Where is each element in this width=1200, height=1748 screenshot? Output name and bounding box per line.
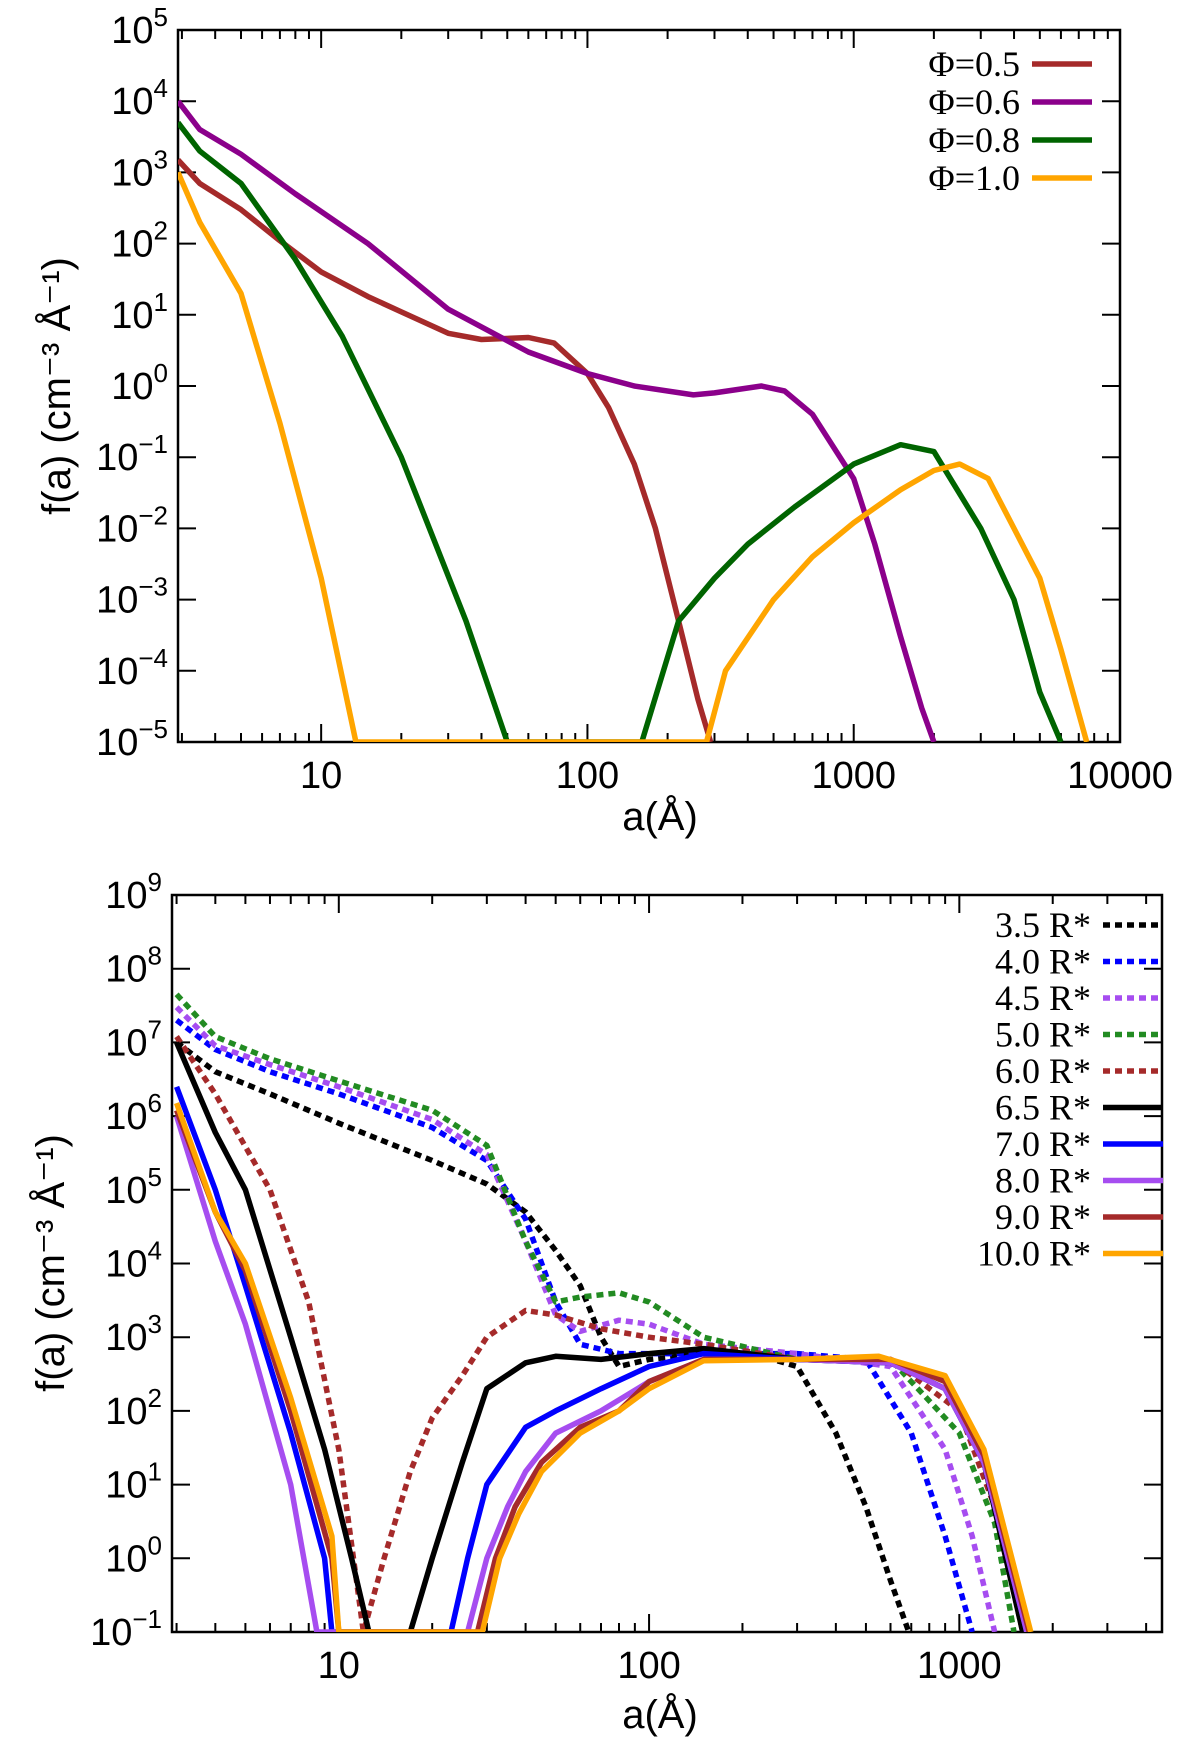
legend-label: Φ=0.6 [928, 82, 1020, 122]
legend-label: 9.0 R* [995, 1197, 1091, 1237]
y-tick-label: 10−1 [96, 429, 168, 479]
top-legend: Φ=0.5Φ=0.6Φ=0.8Φ=1.0 [928, 44, 1092, 198]
legend-label: 6.5 R* [995, 1088, 1091, 1128]
x-tick-label: 100 [617, 1645, 680, 1687]
legend-label: 5.0 R* [995, 1015, 1091, 1055]
y-tick-label: 101 [111, 287, 168, 337]
series-line-8.0-r- [173, 1115, 1030, 1632]
x-tick-label: 10 [300, 755, 342, 797]
legend-label: Φ=0.5 [928, 44, 1020, 84]
bottom-chart-panel: 10 100 1000 10−110010110210310410510610710… [28, 867, 1164, 1737]
y-tick-label: 10−3 [96, 572, 168, 622]
series-line-10.0-r- [174, 1102, 1034, 1632]
x-tick-label: 10 [318, 1645, 360, 1687]
legend-label: Φ=0.8 [928, 120, 1020, 160]
legend-label: 10.0 R* [977, 1234, 1091, 1274]
legend-label: 3.5 R* [995, 905, 1091, 945]
legend-label: 4.5 R* [995, 978, 1091, 1018]
y-tick-label: 104 [111, 73, 168, 123]
bottom-x-ticks: 10 100 1000 [175, 895, 1148, 1687]
y-tick-label: 102 [111, 216, 168, 266]
top-x-axis-label: a(Å) [622, 794, 698, 839]
legend-label: 6.0 R* [995, 1051, 1091, 1091]
y-tick-label: 106 [105, 1088, 162, 1138]
y-tick-label: 10−1 [90, 1604, 162, 1654]
y-tick-label: 108 [105, 941, 162, 991]
y-tick-label: 107 [105, 1014, 162, 1064]
bottom-series-group [173, 992, 1034, 1632]
legend-label: 8.0 R* [995, 1161, 1091, 1201]
top-y-axis-label: f(a) (cm⁻³ Å⁻¹) [34, 257, 79, 515]
series-line-3.5-r- [174, 1040, 912, 1632]
series-line-5.0-r- [174, 992, 1017, 1632]
y-tick-label: 100 [111, 358, 168, 408]
legend-label: Φ=1.0 [928, 158, 1020, 198]
bottom-y-axis-label: f(a) (cm⁻³ Å⁻¹) [28, 1134, 73, 1392]
series-line--0.8 [178, 120, 1064, 742]
series-line-4.0-r- [174, 1018, 975, 1632]
series-line--0.5 [178, 158, 714, 742]
top-chart-panel: 10 100 1000 10000 10−510−410−310−210−110010… [34, 2, 1173, 839]
y-tick-label: 10−2 [96, 500, 168, 550]
x-tick-label: 10000 [1067, 755, 1173, 797]
y-tick-label: 105 [111, 2, 168, 52]
y-tick-label: 104 [105, 1236, 162, 1286]
y-tick-label: 101 [105, 1457, 162, 1507]
top-y-ticks: 10−5 10−4 10−3 10−2 10−1 100 101 102 103 104 105 [96, 2, 1120, 764]
y-tick-label: 109 [105, 867, 162, 917]
y-tick-label: 10−5 [96, 714, 168, 764]
top-x-ticks: 10 100 1000 10000 [180, 30, 1173, 797]
bottom-legend: 3.5 R*4.0 R*4.5 R*5.0 R*6.0 R*6.5 R*7.0 … [977, 905, 1163, 1274]
bottom-x-axis-label: a(Å) [622, 1692, 698, 1737]
bottom-y-ticks: 10−1 100 101 102 103 104 105 106 107 108 109 [90, 867, 1162, 1654]
x-tick-label: 100 [556, 755, 619, 797]
y-tick-label: 10−4 [96, 643, 168, 693]
y-tick-label: 103 [105, 1309, 162, 1359]
legend-label: 4.0 R* [995, 942, 1091, 982]
y-tick-label: 100 [105, 1530, 162, 1580]
series-line-4.5-r- [174, 1005, 998, 1632]
top-series-group [178, 99, 1090, 742]
y-tick-label: 102 [105, 1383, 162, 1433]
series-line--0.6 [178, 99, 937, 742]
series-line--1.0 [178, 171, 1090, 742]
x-tick-label: 1000 [811, 755, 896, 797]
x-tick-label: 1000 [917, 1645, 1002, 1687]
series-line-6.0-r- [174, 1035, 1026, 1632]
y-tick-label: 105 [105, 1162, 162, 1212]
y-tick-label: 103 [111, 144, 168, 194]
legend-label: 7.0 R* [995, 1124, 1091, 1164]
